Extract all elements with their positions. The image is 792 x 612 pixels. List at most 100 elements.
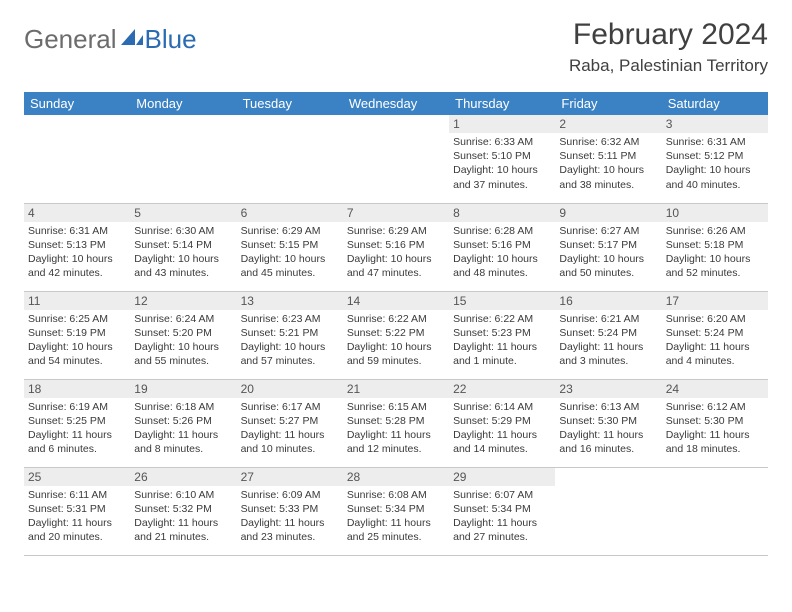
daylight-line: Daylight: 10 hours and 47 minutes. <box>347 252 445 280</box>
day-details: Sunrise: 6:31 AMSunset: 5:12 PMDaylight:… <box>662 133 768 196</box>
sunrise-line: Sunrise: 6:11 AM <box>28 488 126 502</box>
sunset-line: Sunset: 5:34 PM <box>347 502 445 516</box>
sunset-line: Sunset: 5:14 PM <box>134 238 232 252</box>
calendar-day-cell: 21Sunrise: 6:15 AMSunset: 5:28 PMDayligh… <box>343 379 449 467</box>
sunrise-line: Sunrise: 6:19 AM <box>28 400 126 414</box>
sunrise-line: Sunrise: 6:17 AM <box>241 400 339 414</box>
calendar-week-row: 25Sunrise: 6:11 AMSunset: 5:31 PMDayligh… <box>24 467 768 555</box>
weekday-header: Thursday <box>449 92 555 115</box>
sunset-line: Sunset: 5:16 PM <box>453 238 551 252</box>
day-number: 14 <box>343 292 449 310</box>
daylight-line: Daylight: 11 hours and 23 minutes. <box>241 516 339 544</box>
daylight-line: Daylight: 10 hours and 37 minutes. <box>453 163 551 191</box>
sunrise-line: Sunrise: 6:30 AM <box>134 224 232 238</box>
daylight-line: Daylight: 10 hours and 54 minutes. <box>28 340 126 368</box>
calendar-day-cell: 24Sunrise: 6:12 AMSunset: 5:30 PMDayligh… <box>662 379 768 467</box>
location-label: Raba, Palestinian Territory <box>569 56 768 76</box>
sunset-line: Sunset: 5:24 PM <box>666 326 764 340</box>
sunrise-line: Sunrise: 6:13 AM <box>559 400 657 414</box>
sunrise-line: Sunrise: 6:08 AM <box>347 488 445 502</box>
calendar-day-cell: 4Sunrise: 6:31 AMSunset: 5:13 PMDaylight… <box>24 203 130 291</box>
sunrise-line: Sunrise: 6:31 AM <box>666 135 764 149</box>
sunset-line: Sunset: 5:18 PM <box>666 238 764 252</box>
day-details: Sunrise: 6:13 AMSunset: 5:30 PMDaylight:… <box>555 398 661 461</box>
day-details: Sunrise: 6:21 AMSunset: 5:24 PMDaylight:… <box>555 310 661 373</box>
day-number: 8 <box>449 204 555 222</box>
calendar-day-cell: 5Sunrise: 6:30 AMSunset: 5:14 PMDaylight… <box>130 203 236 291</box>
day-details: Sunrise: 6:09 AMSunset: 5:33 PMDaylight:… <box>237 486 343 549</box>
calendar-empty-cell <box>343 115 449 203</box>
weekday-header: Tuesday <box>237 92 343 115</box>
daylight-line: Daylight: 10 hours and 57 minutes. <box>241 340 339 368</box>
sunrise-line: Sunrise: 6:32 AM <box>559 135 657 149</box>
calendar-day-cell: 8Sunrise: 6:28 AMSunset: 5:16 PMDaylight… <box>449 203 555 291</box>
calendar-week-row: 11Sunrise: 6:25 AMSunset: 5:19 PMDayligh… <box>24 291 768 379</box>
weekday-header: Monday <box>130 92 236 115</box>
sunset-line: Sunset: 5:16 PM <box>347 238 445 252</box>
weekday-header: Sunday <box>24 92 130 115</box>
day-number: 26 <box>130 468 236 486</box>
sunrise-line: Sunrise: 6:33 AM <box>453 135 551 149</box>
day-number: 29 <box>449 468 555 486</box>
day-details: Sunrise: 6:29 AMSunset: 5:15 PMDaylight:… <box>237 222 343 285</box>
calendar-day-cell: 15Sunrise: 6:22 AMSunset: 5:23 PMDayligh… <box>449 291 555 379</box>
calendar-empty-cell <box>662 467 768 555</box>
day-number: 22 <box>449 380 555 398</box>
sunrise-line: Sunrise: 6:22 AM <box>453 312 551 326</box>
day-details: Sunrise: 6:19 AMSunset: 5:25 PMDaylight:… <box>24 398 130 461</box>
calendar-day-cell: 29Sunrise: 6:07 AMSunset: 5:34 PMDayligh… <box>449 467 555 555</box>
sunset-line: Sunset: 5:22 PM <box>347 326 445 340</box>
day-number: 16 <box>555 292 661 310</box>
day-number: 24 <box>662 380 768 398</box>
calendar-day-cell: 12Sunrise: 6:24 AMSunset: 5:20 PMDayligh… <box>130 291 236 379</box>
daylight-line: Daylight: 11 hours and 1 minute. <box>453 340 551 368</box>
daylight-line: Daylight: 11 hours and 4 minutes. <box>666 340 764 368</box>
sunset-line: Sunset: 5:29 PM <box>453 414 551 428</box>
day-details: Sunrise: 6:12 AMSunset: 5:30 PMDaylight:… <box>662 398 768 461</box>
day-number: 18 <box>24 380 130 398</box>
calendar-day-cell: 22Sunrise: 6:14 AMSunset: 5:29 PMDayligh… <box>449 379 555 467</box>
sunrise-line: Sunrise: 6:26 AM <box>666 224 764 238</box>
calendar-empty-cell <box>24 115 130 203</box>
calendar-day-cell: 20Sunrise: 6:17 AMSunset: 5:27 PMDayligh… <box>237 379 343 467</box>
sunrise-line: Sunrise: 6:23 AM <box>241 312 339 326</box>
calendar-day-cell: 7Sunrise: 6:29 AMSunset: 5:16 PMDaylight… <box>343 203 449 291</box>
weekday-header: Wednesday <box>343 92 449 115</box>
sunset-line: Sunset: 5:19 PM <box>28 326 126 340</box>
sunset-line: Sunset: 5:30 PM <box>559 414 657 428</box>
sunrise-line: Sunrise: 6:25 AM <box>28 312 126 326</box>
daylight-line: Daylight: 11 hours and 6 minutes. <box>28 428 126 456</box>
day-details: Sunrise: 6:14 AMSunset: 5:29 PMDaylight:… <box>449 398 555 461</box>
calendar-day-cell: 2Sunrise: 6:32 AMSunset: 5:11 PMDaylight… <box>555 115 661 203</box>
page-header: General Blue February 2024 Raba, Palesti… <box>24 18 768 76</box>
day-number: 5 <box>130 204 236 222</box>
sunrise-line: Sunrise: 6:12 AM <box>666 400 764 414</box>
day-details: Sunrise: 6:27 AMSunset: 5:17 PMDaylight:… <box>555 222 661 285</box>
sunrise-line: Sunrise: 6:18 AM <box>134 400 232 414</box>
sunrise-line: Sunrise: 6:29 AM <box>241 224 339 238</box>
sunrise-line: Sunrise: 6:24 AM <box>134 312 232 326</box>
sunset-line: Sunset: 5:10 PM <box>453 149 551 163</box>
weekday-header-row: SundayMondayTuesdayWednesdayThursdayFrid… <box>24 92 768 115</box>
day-details: Sunrise: 6:10 AMSunset: 5:32 PMDaylight:… <box>130 486 236 549</box>
daylight-line: Daylight: 10 hours and 40 minutes. <box>666 163 764 191</box>
sunset-line: Sunset: 5:15 PM <box>241 238 339 252</box>
sunset-line: Sunset: 5:24 PM <box>559 326 657 340</box>
day-details: Sunrise: 6:08 AMSunset: 5:34 PMDaylight:… <box>343 486 449 549</box>
daylight-line: Daylight: 11 hours and 21 minutes. <box>134 516 232 544</box>
calendar-day-cell: 27Sunrise: 6:09 AMSunset: 5:33 PMDayligh… <box>237 467 343 555</box>
sunset-line: Sunset: 5:34 PM <box>453 502 551 516</box>
calendar-day-cell: 9Sunrise: 6:27 AMSunset: 5:17 PMDaylight… <box>555 203 661 291</box>
day-details: Sunrise: 6:30 AMSunset: 5:14 PMDaylight:… <box>130 222 236 285</box>
day-number: 9 <box>555 204 661 222</box>
calendar-week-row: 18Sunrise: 6:19 AMSunset: 5:25 PMDayligh… <box>24 379 768 467</box>
sunset-line: Sunset: 5:32 PM <box>134 502 232 516</box>
sunrise-line: Sunrise: 6:20 AM <box>666 312 764 326</box>
day-number: 21 <box>343 380 449 398</box>
sunrise-line: Sunrise: 6:22 AM <box>347 312 445 326</box>
sunrise-line: Sunrise: 6:21 AM <box>559 312 657 326</box>
sunset-line: Sunset: 5:33 PM <box>241 502 339 516</box>
daylight-line: Daylight: 11 hours and 16 minutes. <box>559 428 657 456</box>
sunset-line: Sunset: 5:28 PM <box>347 414 445 428</box>
sunrise-line: Sunrise: 6:15 AM <box>347 400 445 414</box>
